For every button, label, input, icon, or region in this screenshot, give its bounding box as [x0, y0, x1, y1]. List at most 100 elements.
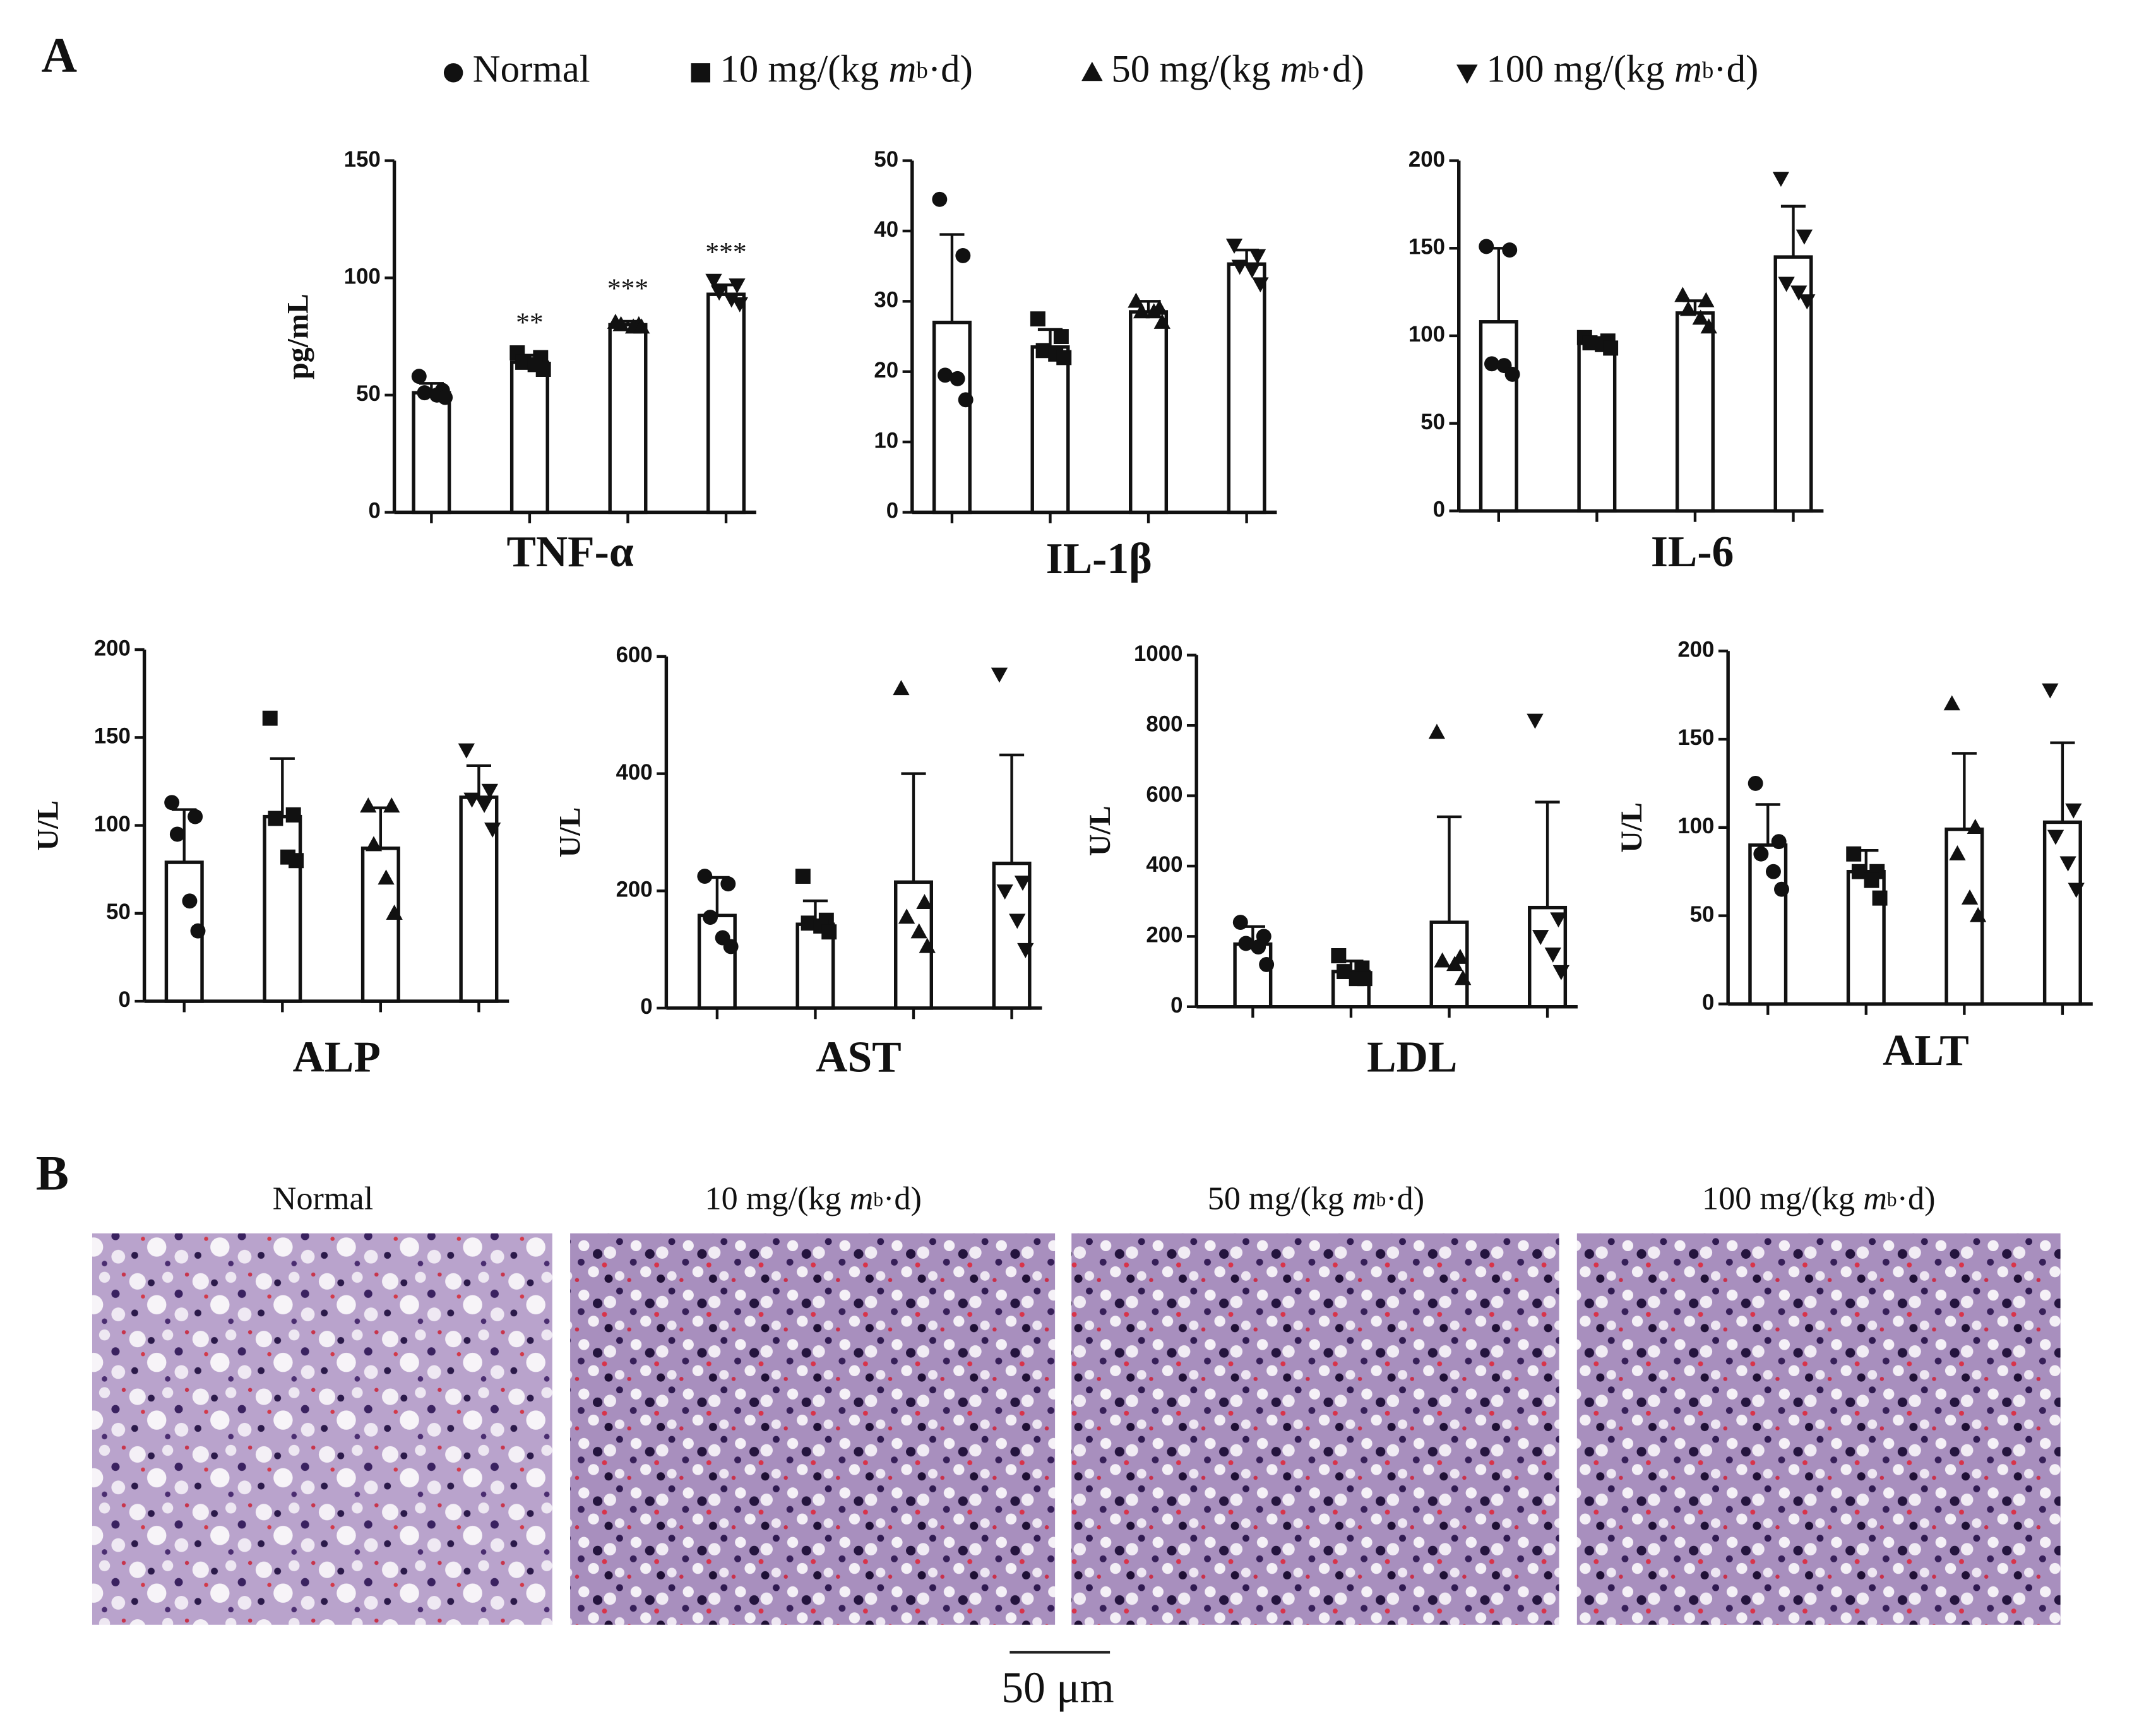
data-point [958, 392, 974, 408]
data-point [1252, 277, 1269, 293]
data-point [1009, 913, 1026, 929]
data-point [417, 385, 432, 401]
y-tick-label: 200 [1677, 637, 1714, 662]
data-point [463, 792, 480, 808]
data-point [1128, 292, 1145, 308]
data-point [438, 389, 453, 405]
legend-marker [1456, 64, 1478, 84]
y-tick-label: 50 [874, 147, 898, 172]
y-tick-label: 0 [640, 994, 652, 1019]
legend-marker [443, 63, 463, 83]
y-tick-label: 10 [874, 428, 898, 453]
error-bar [939, 233, 965, 323]
data-point [893, 680, 910, 696]
data-point [169, 826, 185, 842]
y-axis-label: U/L [1083, 806, 1117, 856]
data-point [821, 924, 837, 940]
chart-title: IL-1β [1046, 535, 1152, 583]
data-point [2059, 856, 2076, 872]
data-point [1864, 872, 1879, 888]
data-point [411, 369, 427, 384]
bar [1030, 345, 1070, 514]
error-bar [1436, 815, 1462, 923]
data-point [910, 923, 927, 939]
data-point [1949, 845, 1966, 860]
data-point [1790, 285, 1807, 301]
histology-image [1071, 1233, 1559, 1625]
data-point [1056, 350, 1072, 366]
y-tick-label: 150 [94, 724, 131, 749]
y-axis-label: pg/mL [282, 294, 315, 379]
y-tick-label: 30 [874, 288, 898, 312]
data-point [1961, 889, 1979, 905]
data-point [612, 316, 629, 331]
y-tick-label: 50 [356, 381, 381, 406]
bar [2042, 820, 2082, 1006]
histology-image [1576, 1233, 2061, 1625]
y-tick-label: 200 [1146, 923, 1182, 948]
y-axis-label: U/L [1615, 802, 1648, 853]
y-tick-label: 1000 [1134, 641, 1182, 666]
histology-image [570, 1233, 1056, 1625]
error-bar [901, 772, 926, 883]
data-point [2068, 883, 2085, 898]
data-point [1259, 956, 1275, 972]
y-tick-label: 150 [1677, 725, 1714, 750]
data-point [188, 809, 203, 824]
data-point [164, 795, 180, 811]
data-point [1748, 775, 1763, 791]
data-point [1479, 239, 1494, 254]
bar [608, 323, 648, 514]
data-point [1872, 890, 1888, 906]
data-point [950, 371, 965, 386]
data-point [289, 853, 304, 869]
data-point [697, 869, 713, 884]
data-point [484, 822, 501, 838]
y-tick-label: 600 [1146, 782, 1182, 807]
data-point [1544, 948, 1561, 963]
data-point [2065, 803, 2082, 819]
y-tick-label: 0 [886, 499, 898, 523]
data-point [731, 297, 748, 312]
data-point [1331, 948, 1347, 963]
bar [263, 814, 302, 1003]
data-point [1771, 834, 1787, 850]
y-tick-label: 150 [1408, 234, 1445, 259]
bar [1429, 920, 1469, 1009]
data-point [1434, 952, 1451, 968]
y-tick-label: 0 [1170, 993, 1182, 1018]
error-bar [1780, 205, 1806, 258]
y-tick-label: 40 [874, 217, 898, 242]
data-point [1527, 713, 1544, 729]
error-bar [1486, 247, 1511, 322]
legend-label: Normal [473, 48, 590, 90]
error-bar [1755, 803, 1780, 845]
chart-title: LDL [1367, 1033, 1457, 1082]
error-bar [2050, 741, 2075, 823]
data-point [515, 354, 531, 370]
error-bar [466, 764, 491, 797]
y-tick-label: 100 [94, 812, 131, 836]
y-tick-label: 200 [1408, 147, 1445, 172]
chart-title: ALT [1883, 1026, 1969, 1075]
data-point [1753, 846, 1769, 862]
y-tick-label: 20 [874, 358, 898, 383]
data-point [991, 667, 1008, 683]
data-point [705, 273, 722, 289]
y-tick-label: 200 [616, 877, 653, 901]
data-point [1249, 249, 1266, 265]
chart-title: IL-6 [1651, 528, 1734, 576]
chart-title: TNF-α [506, 528, 633, 576]
data-point [1035, 343, 1051, 359]
bar [509, 360, 549, 514]
bar [1479, 320, 1518, 513]
data-point [190, 923, 206, 939]
data-point [633, 318, 650, 334]
data-point [1679, 300, 1697, 316]
data-point [1692, 309, 1709, 325]
y-tick-label: 400 [616, 760, 653, 785]
data-point [1133, 303, 1150, 319]
data-point [1765, 864, 1781, 879]
legend-label: 100 mg/(kg mb·d) [1486, 48, 1758, 90]
data-point [1504, 367, 1520, 382]
